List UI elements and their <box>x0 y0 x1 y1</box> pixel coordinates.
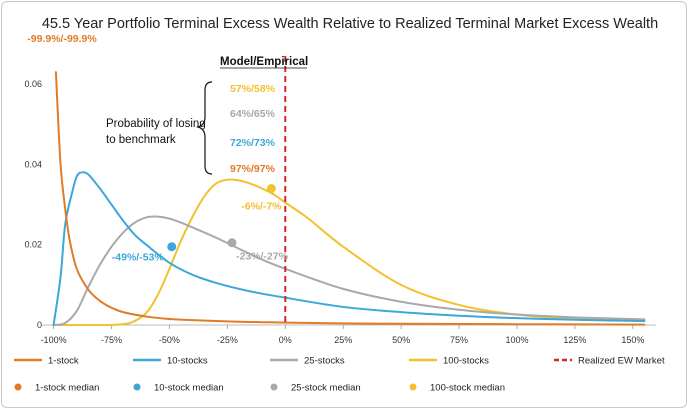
1-stock-median-label: -99.9%/-99.9% <box>27 33 97 45</box>
model-empirical-label: Model/Empirical <box>220 56 308 68</box>
x-tick-label: 150% <box>621 335 644 345</box>
100-stock-median-dot <box>266 184 276 194</box>
x-tick-label: -50% <box>159 335 180 345</box>
legend-swatch-25-stock-median <box>270 383 278 391</box>
x-tick-label: 25% <box>334 335 352 345</box>
legend-label-25-stock-median: 25-stock median <box>291 383 361 394</box>
probability-label-line2: to benchmark <box>106 134 176 146</box>
x-tick-label: 0% <box>279 335 292 345</box>
legend-label-realized-ew-market: Realized EW Market <box>578 356 665 367</box>
legend-label-1-stock: 1-stock <box>48 356 79 367</box>
annotations: Model/Empirical Probability of losing to… <box>106 56 308 175</box>
probability-57-58: 57%/58% <box>230 83 276 95</box>
x-tick-label: 50% <box>392 335 410 345</box>
legend: 1-stock 10-stocks 25-stocks 100-stocks Reali… <box>14 356 665 394</box>
10-stock-median-label: -49%/-53% <box>112 252 165 264</box>
legend-label-10-stocks: 10-stocks <box>167 356 208 367</box>
median-layer: -99.9%/-99.9% -49%/-53% -23%/-27% -6%/-7% <box>27 33 288 264</box>
y-tick-label: 0.04 <box>24 159 42 169</box>
probability-64-65: 64%/65% <box>230 108 276 120</box>
series-line-10-stocks <box>52 171 646 326</box>
y-tick-label: 0.02 <box>24 240 42 250</box>
25-stock-median-label: -23%/-27% <box>236 251 289 263</box>
legend-label-25-stocks: 25-stocks <box>304 356 345 367</box>
x-tick-label: 75% <box>450 335 468 345</box>
legend-label-1-stock-median: 1-stock median <box>35 383 99 394</box>
10-stock-median-dot <box>167 242 177 252</box>
x-tick-label: -75% <box>101 335 122 345</box>
25-stock-median-dot <box>227 238 237 248</box>
probability-label-line1: Probability of losing <box>106 118 206 130</box>
legend-label-10-stock-median: 10-stock median <box>154 383 224 394</box>
x-tick-label: 100% <box>505 335 528 345</box>
y-tick-label: 0.06 <box>24 79 42 89</box>
series-line-1-stock <box>54 71 646 326</box>
100-stock-median-label: -6%/-7% <box>241 201 282 213</box>
probability-bracket <box>195 81 213 175</box>
legend-swatch-1-stock-median <box>14 383 22 391</box>
probability-72-73: 72%/73% <box>230 137 276 149</box>
legend-label-100-stocks: 100-stocks <box>443 356 489 367</box>
series-layer <box>52 71 646 327</box>
probability-97-97: 97%/97% <box>230 163 276 175</box>
legend-swatch-100-stock-median <box>409 383 417 391</box>
chart-title: 45.5 Year Portfolio Terminal Excess Weal… <box>42 16 658 32</box>
x-tick-label: -100% <box>41 335 67 345</box>
series-line-100-stocks <box>52 178 646 327</box>
legend-label-100-stock-median: 100-stock median <box>430 383 505 394</box>
series-line-25-stocks <box>52 215 646 326</box>
x-tick-label: -25% <box>217 335 238 345</box>
x-tick-label: 125% <box>563 335 586 345</box>
legend-swatch-10-stock-median <box>133 383 141 391</box>
y-tick-label: 0 <box>37 320 42 330</box>
